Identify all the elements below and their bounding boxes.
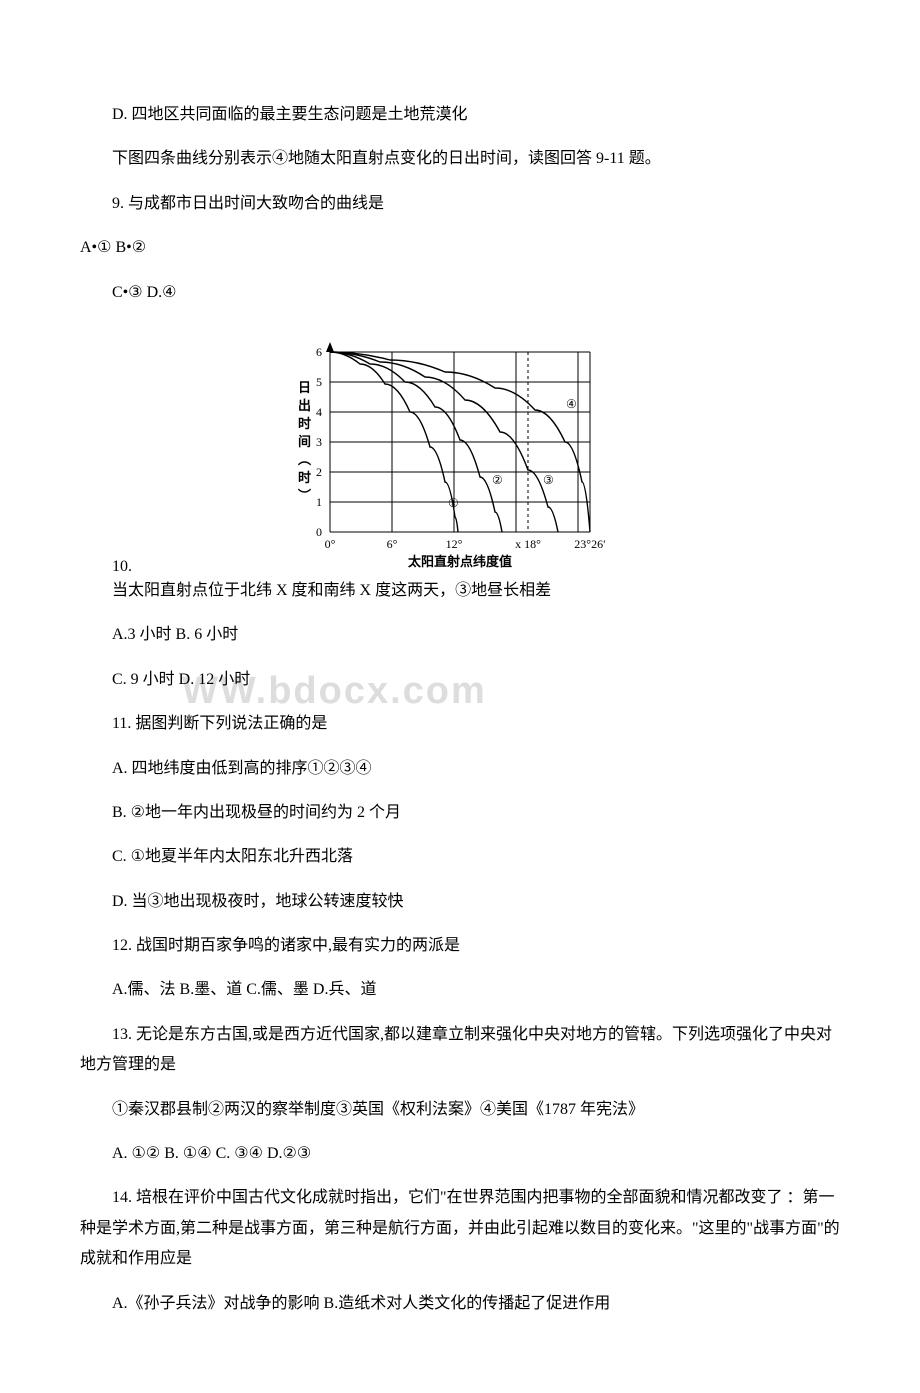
question-10-options-ab: A.3 小时 B. 6 小时	[80, 620, 840, 650]
question-12-stem: 12. 战国时期百家争鸣的诸家中,最有实力的两派是	[80, 931, 840, 961]
svg-text:6: 6	[316, 345, 322, 359]
svg-text:3: 3	[316, 435, 322, 449]
svg-text:时: 时	[298, 416, 311, 431]
svg-text:②: ②	[492, 473, 503, 487]
svg-text:④: ④	[566, 397, 577, 411]
question-13-stem: 13. 无论是东方古国,或是西方近代国家,都以建章立制来强化中央对地方的管辖。下…	[80, 1020, 840, 1081]
svg-text:0°: 0°	[325, 537, 336, 551]
question-10-options-cd: WW.bdocx.com C. 9 小时 D. 12 小时	[80, 665, 250, 695]
svg-text:23°26′: 23°26′	[574, 537, 606, 551]
intro-9-11: 下图四条曲线分别表示④地随太阳直射点变化的日出时间，读图回答 9-11 题。	[80, 144, 840, 174]
question-9-options-cd: C•③ D.④	[80, 278, 840, 308]
chart-container: ①②③④ 0°6°12°x 18°23°26′ 0123456 日出时间︵时︶ …	[80, 322, 840, 572]
question-13-options: A. ①② B. ①④ C. ③④ D.②③	[80, 1139, 840, 1169]
svg-text:2: 2	[316, 465, 322, 479]
question-9-options-ab: A•① B•②	[80, 233, 840, 263]
question-11-c: C. ①地夏半年内太阳东北升西北落	[80, 842, 840, 872]
svg-text:6°: 6°	[387, 537, 398, 551]
question-12-options: A.儒、法 B.墨、道 C.儒、墨 D.兵、道	[80, 975, 840, 1005]
question-14-stem: 14. 培根在评价中国古代文化成就时指出，它们"在世界范围内把事物的全部面貌和情…	[80, 1183, 840, 1274]
question-10-cd-text: C. 9 小时 D. 12 小时	[112, 671, 250, 688]
svg-text:日: 日	[298, 380, 311, 395]
svg-text:时: 时	[298, 470, 311, 485]
question-13-items: ①秦汉郡县制②两汉的察举制度③英国《权利法案》④美国《1787 年宪法》	[80, 1095, 840, 1125]
option-8d: D. 四地区共同面临的最主要生态问题是土地荒漠化	[80, 100, 840, 130]
svg-text:出: 出	[298, 398, 311, 413]
svg-text:12°: 12°	[446, 537, 463, 551]
question-9-stem: 9. 与成都市日出时间大致吻合的曲线是	[80, 189, 840, 219]
svg-text:5: 5	[316, 375, 322, 389]
svg-text:4: 4	[316, 405, 322, 419]
question-11-b: B. ②地一年内出现极昼的时间约为 2 个月	[80, 798, 840, 828]
svg-text:③: ③	[543, 473, 554, 487]
svg-text:0: 0	[316, 525, 322, 539]
question-11-stem: 11. 据图判断下列说法正确的是	[80, 709, 840, 739]
question-11-d: D. 当③地出现极夜时，地球公转速度较快	[80, 887, 840, 917]
question-10-stem: 当太阳直射点位于北纬 X 度和南纬 X 度这两天，③地昼长相差	[80, 576, 840, 606]
sunrise-chart: ①②③④ 0°6°12°x 18°23°26′ 0123456 日出时间︵时︶ …	[280, 322, 640, 572]
svg-text:①: ①	[448, 496, 459, 510]
question-11-a: A. 四地纬度由低到高的排序①②③④	[80, 754, 840, 784]
svg-text:间: 间	[298, 434, 311, 449]
question-14-options: A.《孙子兵法》对战争的影响 B.造纸术对人类文化的传播起了促进作用	[80, 1289, 840, 1319]
svg-text:1: 1	[316, 495, 322, 509]
svg-text:太阳直射点纬度值: 太阳直射点纬度值	[407, 554, 512, 569]
question-10-label: 10.	[80, 558, 132, 576]
svg-text:︵: ︵	[297, 452, 311, 467]
svg-text:x 18°: x 18°	[515, 537, 541, 551]
svg-text:︶: ︶	[297, 488, 311, 503]
